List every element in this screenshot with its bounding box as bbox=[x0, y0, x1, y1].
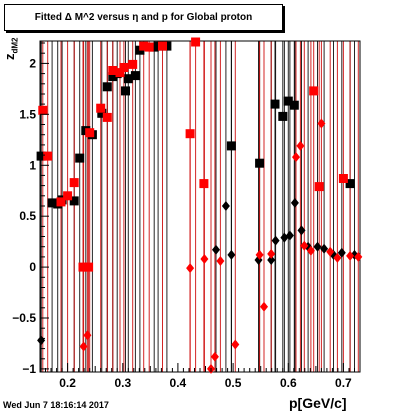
data-point-square bbox=[84, 262, 94, 272]
data-point-square bbox=[97, 108, 107, 118]
data-point-square bbox=[123, 74, 133, 84]
data-point-square bbox=[289, 100, 299, 110]
data-point-square bbox=[75, 153, 85, 163]
data-point-diamond bbox=[212, 244, 220, 255]
data-point-square bbox=[283, 96, 293, 106]
y-tick-label: −0.5 bbox=[12, 311, 36, 325]
x-tick-label: 0.6 bbox=[280, 376, 297, 390]
data-point-square bbox=[119, 63, 129, 72]
data-point-square bbox=[185, 129, 195, 139]
y-tick-label: −1 bbox=[22, 362, 36, 376]
data-point-square bbox=[226, 141, 236, 151]
y-axis-label-sub: dM2 bbox=[10, 37, 20, 54]
data-point-diamond bbox=[300, 240, 309, 251]
data-point-diamond bbox=[200, 254, 209, 264]
data-point-square bbox=[56, 197, 66, 207]
data-point-square bbox=[36, 151, 46, 161]
data-point-diamond bbox=[267, 255, 276, 265]
data-point-square bbox=[270, 99, 280, 109]
data-point-diamond bbox=[292, 152, 300, 163]
data-point-diamond bbox=[285, 230, 294, 241]
data-point-square bbox=[144, 42, 154, 52]
data-point-diamond bbox=[227, 249, 236, 260]
x-axis-title: p[GeV/c] bbox=[289, 395, 347, 411]
data-point-diamond bbox=[290, 197, 299, 208]
data-point-diamond bbox=[255, 249, 264, 260]
data-point-square bbox=[63, 191, 73, 201]
data-point-square bbox=[130, 71, 140, 81]
data-point-diamond bbox=[37, 335, 46, 346]
x-tick-label: 0.4 bbox=[170, 376, 187, 390]
data-point-square bbox=[47, 198, 57, 208]
data-point-diamond bbox=[221, 201, 230, 211]
data-point-square bbox=[255, 158, 265, 168]
y-axis-label: z bbox=[2, 53, 17, 61]
data-point-diamond bbox=[210, 351, 219, 362]
chart-title: Fitted Δ M^2 versus η and p for Global p… bbox=[34, 12, 253, 23]
data-point-diamond bbox=[313, 241, 322, 252]
data-point-square bbox=[69, 196, 79, 206]
y-tick-label: 0 bbox=[29, 260, 36, 274]
data-point-square bbox=[158, 41, 167, 51]
data-point-square bbox=[139, 41, 149, 51]
data-point-square bbox=[115, 68, 125, 78]
timestamp-label: Wed Jun 7 18:16:14 2017 bbox=[3, 400, 109, 410]
data-point-diamond bbox=[83, 330, 92, 341]
data-point-square bbox=[314, 182, 324, 192]
x-tick-label: 0.3 bbox=[114, 376, 131, 390]
data-point-diamond bbox=[326, 246, 335, 257]
data-point-square bbox=[102, 82, 112, 92]
data-point-diamond bbox=[296, 140, 305, 151]
data-point-square bbox=[191, 37, 201, 47]
data-point-diamond bbox=[354, 251, 363, 262]
data-point-square bbox=[309, 86, 319, 96]
y-tick-label: 1.5 bbox=[19, 107, 36, 121]
data-point-square bbox=[38, 105, 48, 115]
data-point-diamond bbox=[267, 248, 276, 259]
y-tick-label: 1 bbox=[29, 158, 36, 172]
data-point-square bbox=[96, 103, 106, 113]
y-tick-label: 2 bbox=[29, 56, 36, 70]
data-point-square bbox=[278, 111, 288, 121]
data-point-square bbox=[121, 86, 130, 96]
data-point-diamond bbox=[271, 235, 280, 246]
data-point-diamond bbox=[306, 245, 315, 256]
data-point-diamond bbox=[317, 118, 326, 129]
data-point-diamond bbox=[337, 247, 346, 258]
data-point-square bbox=[102, 112, 112, 122]
data-point-diamond bbox=[231, 339, 240, 350]
data-point-diamond bbox=[320, 243, 329, 254]
axis-ticks-layer: 0.2 0.3 0.4 0.5 0.6 0.7 −1 −0.5 0 0.5 1 1.5 2 bbox=[12, 42, 361, 390]
data-point-square bbox=[85, 128, 95, 138]
data-point-square bbox=[108, 66, 118, 75]
y-tick-label: 0.5 bbox=[19, 209, 36, 223]
data-point-square bbox=[199, 179, 209, 189]
data-point-diamond bbox=[333, 252, 342, 263]
chart-title-box: Fitted Δ M^2 versus η and p for Global p… bbox=[4, 4, 283, 31]
data-point-diamond bbox=[186, 263, 195, 274]
x-tick-label: 0.2 bbox=[59, 376, 76, 390]
x-tick-label: 0.5 bbox=[225, 376, 242, 390]
x-tick-label: 0.7 bbox=[335, 376, 352, 390]
data-point-square bbox=[338, 174, 348, 183]
y-axis-title: zdM2 bbox=[2, 38, 20, 61]
data-point-square bbox=[345, 179, 355, 189]
error-bars-layer bbox=[40, 41, 359, 372]
data-point-diamond bbox=[216, 256, 225, 266]
data-point-square bbox=[78, 262, 88, 272]
data-point-square bbox=[128, 59, 138, 69]
data-point-diamond bbox=[297, 225, 306, 236]
data-point-square bbox=[43, 151, 53, 161]
data-point-diamond bbox=[260, 301, 268, 312]
data-point-square bbox=[69, 178, 79, 188]
markers-layer bbox=[36, 37, 363, 374]
data-point-diamond bbox=[346, 250, 355, 261]
data-point-diamond bbox=[79, 341, 88, 352]
